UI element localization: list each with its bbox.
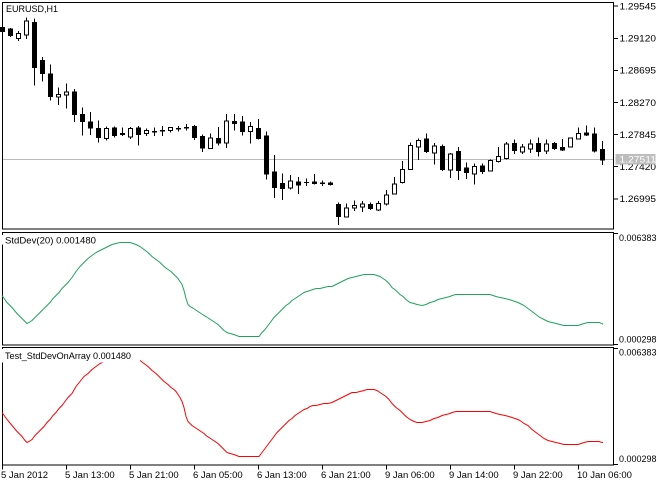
svg-text:Test_StdDevOnArray 0.001480: Test_StdDevOnArray 0.001480 — [5, 351, 131, 362]
svg-text:5 Jan 13:00: 5 Jan 13:00 — [65, 470, 115, 481]
svg-text:0.000298: 0.000298 — [619, 454, 657, 465]
svg-text:EURUSD,H1: EURUSD,H1 — [6, 4, 58, 15]
svg-text:9 Jan 06:00: 9 Jan 06:00 — [385, 470, 435, 481]
svg-text:1.27511: 1.27511 — [620, 155, 657, 166]
svg-text:5 Jan 2012: 5 Jan 2012 — [1, 470, 48, 481]
svg-text:9 Jan 22:00: 9 Jan 22:00 — [513, 470, 563, 481]
svg-text:0.006383: 0.006383 — [619, 233, 657, 244]
svg-text:6 Jan 21:00: 6 Jan 21:00 — [321, 470, 371, 481]
svg-text:1.29545: 1.29545 — [620, 2, 657, 13]
svg-text:0.000298: 0.000298 — [619, 335, 657, 346]
svg-text:1.27845: 1.27845 — [620, 130, 657, 141]
svg-text:9 Jan 14:00: 9 Jan 14:00 — [449, 470, 499, 481]
svg-text:1.28695: 1.28695 — [620, 66, 657, 77]
svg-text:0.006383: 0.006383 — [619, 348, 657, 359]
svg-text:1.27420: 1.27420 — [620, 162, 657, 173]
svg-text:StdDev(20) 0.001480: StdDev(20) 0.001480 — [5, 235, 96, 246]
svg-text:5 Jan 21:00: 5 Jan 21:00 — [129, 470, 179, 481]
svg-text:1.26995: 1.26995 — [620, 194, 657, 205]
svg-text:6 Jan 13:00: 6 Jan 13:00 — [257, 470, 307, 481]
svg-text:1.29120: 1.29120 — [620, 34, 657, 45]
svg-text:1.28270: 1.28270 — [620, 98, 657, 109]
svg-text:10 Jan 06:00: 10 Jan 06:00 — [577, 470, 632, 481]
svg-text:6 Jan 05:00: 6 Jan 05:00 — [193, 470, 243, 481]
